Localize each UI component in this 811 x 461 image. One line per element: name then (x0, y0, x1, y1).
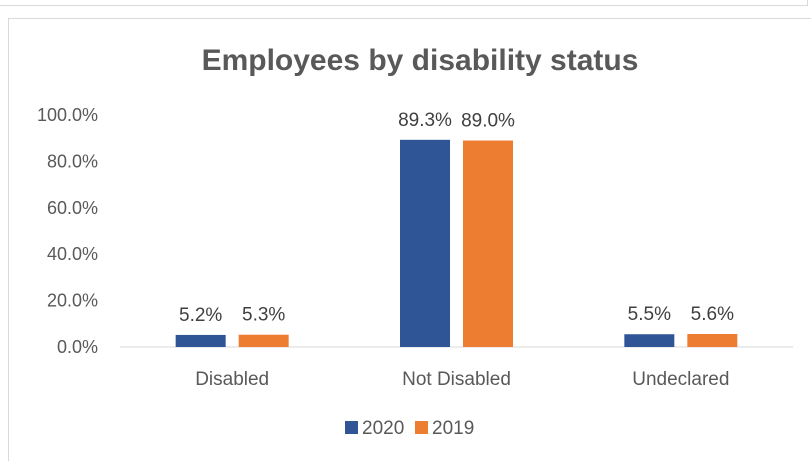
bar-2020-undeclared (624, 334, 675, 347)
data-label: 89.3% (398, 110, 452, 131)
bars-group: 5.2% 5.3% 89.3% 89.0% 5.5% 5.6% (175, 110, 738, 347)
x-category-label: Not Disabled (402, 369, 511, 390)
bar-2020-disabled (175, 334, 226, 347)
legend-swatch-2019 (415, 421, 428, 434)
y-tick-label: 80.0% (47, 151, 98, 171)
y-tick-label: 60.0% (47, 198, 98, 218)
data-label: 5.3% (242, 305, 285, 326)
bar-2019-disabled (238, 334, 289, 347)
y-tick-label: 40.0% (47, 244, 98, 264)
data-label: 5.6% (691, 304, 734, 325)
x-axis: Disabled Not Disabled Undeclared (195, 369, 729, 390)
data-label: 5.5% (628, 304, 671, 325)
legend: 2020 2019 (345, 418, 474, 439)
y-tick-label: 20.0% (47, 291, 98, 311)
x-category-label: Undeclared (632, 369, 729, 390)
legend-label: 2020 (362, 418, 404, 439)
legend-label: 2019 (432, 418, 474, 439)
chart-title: Employees by disability status (202, 44, 639, 77)
y-tick-label: 100.0% (37, 105, 98, 125)
y-axis: 0.0% 20.0% 40.0% 60.0% 80.0% 100.0% (37, 105, 98, 357)
bar-2019-undeclared (687, 334, 738, 347)
data-label: 5.2% (179, 305, 222, 326)
bar-2020-not-disabled (400, 139, 450, 347)
y-tick-label: 0.0% (57, 337, 98, 357)
bar-2019-not-disabled (463, 140, 513, 347)
x-category-label: Disabled (195, 369, 269, 390)
legend-swatch-2020 (345, 421, 358, 434)
previous-chart-frame-edge (0, 0, 808, 6)
data-label: 89.0% (461, 111, 515, 132)
